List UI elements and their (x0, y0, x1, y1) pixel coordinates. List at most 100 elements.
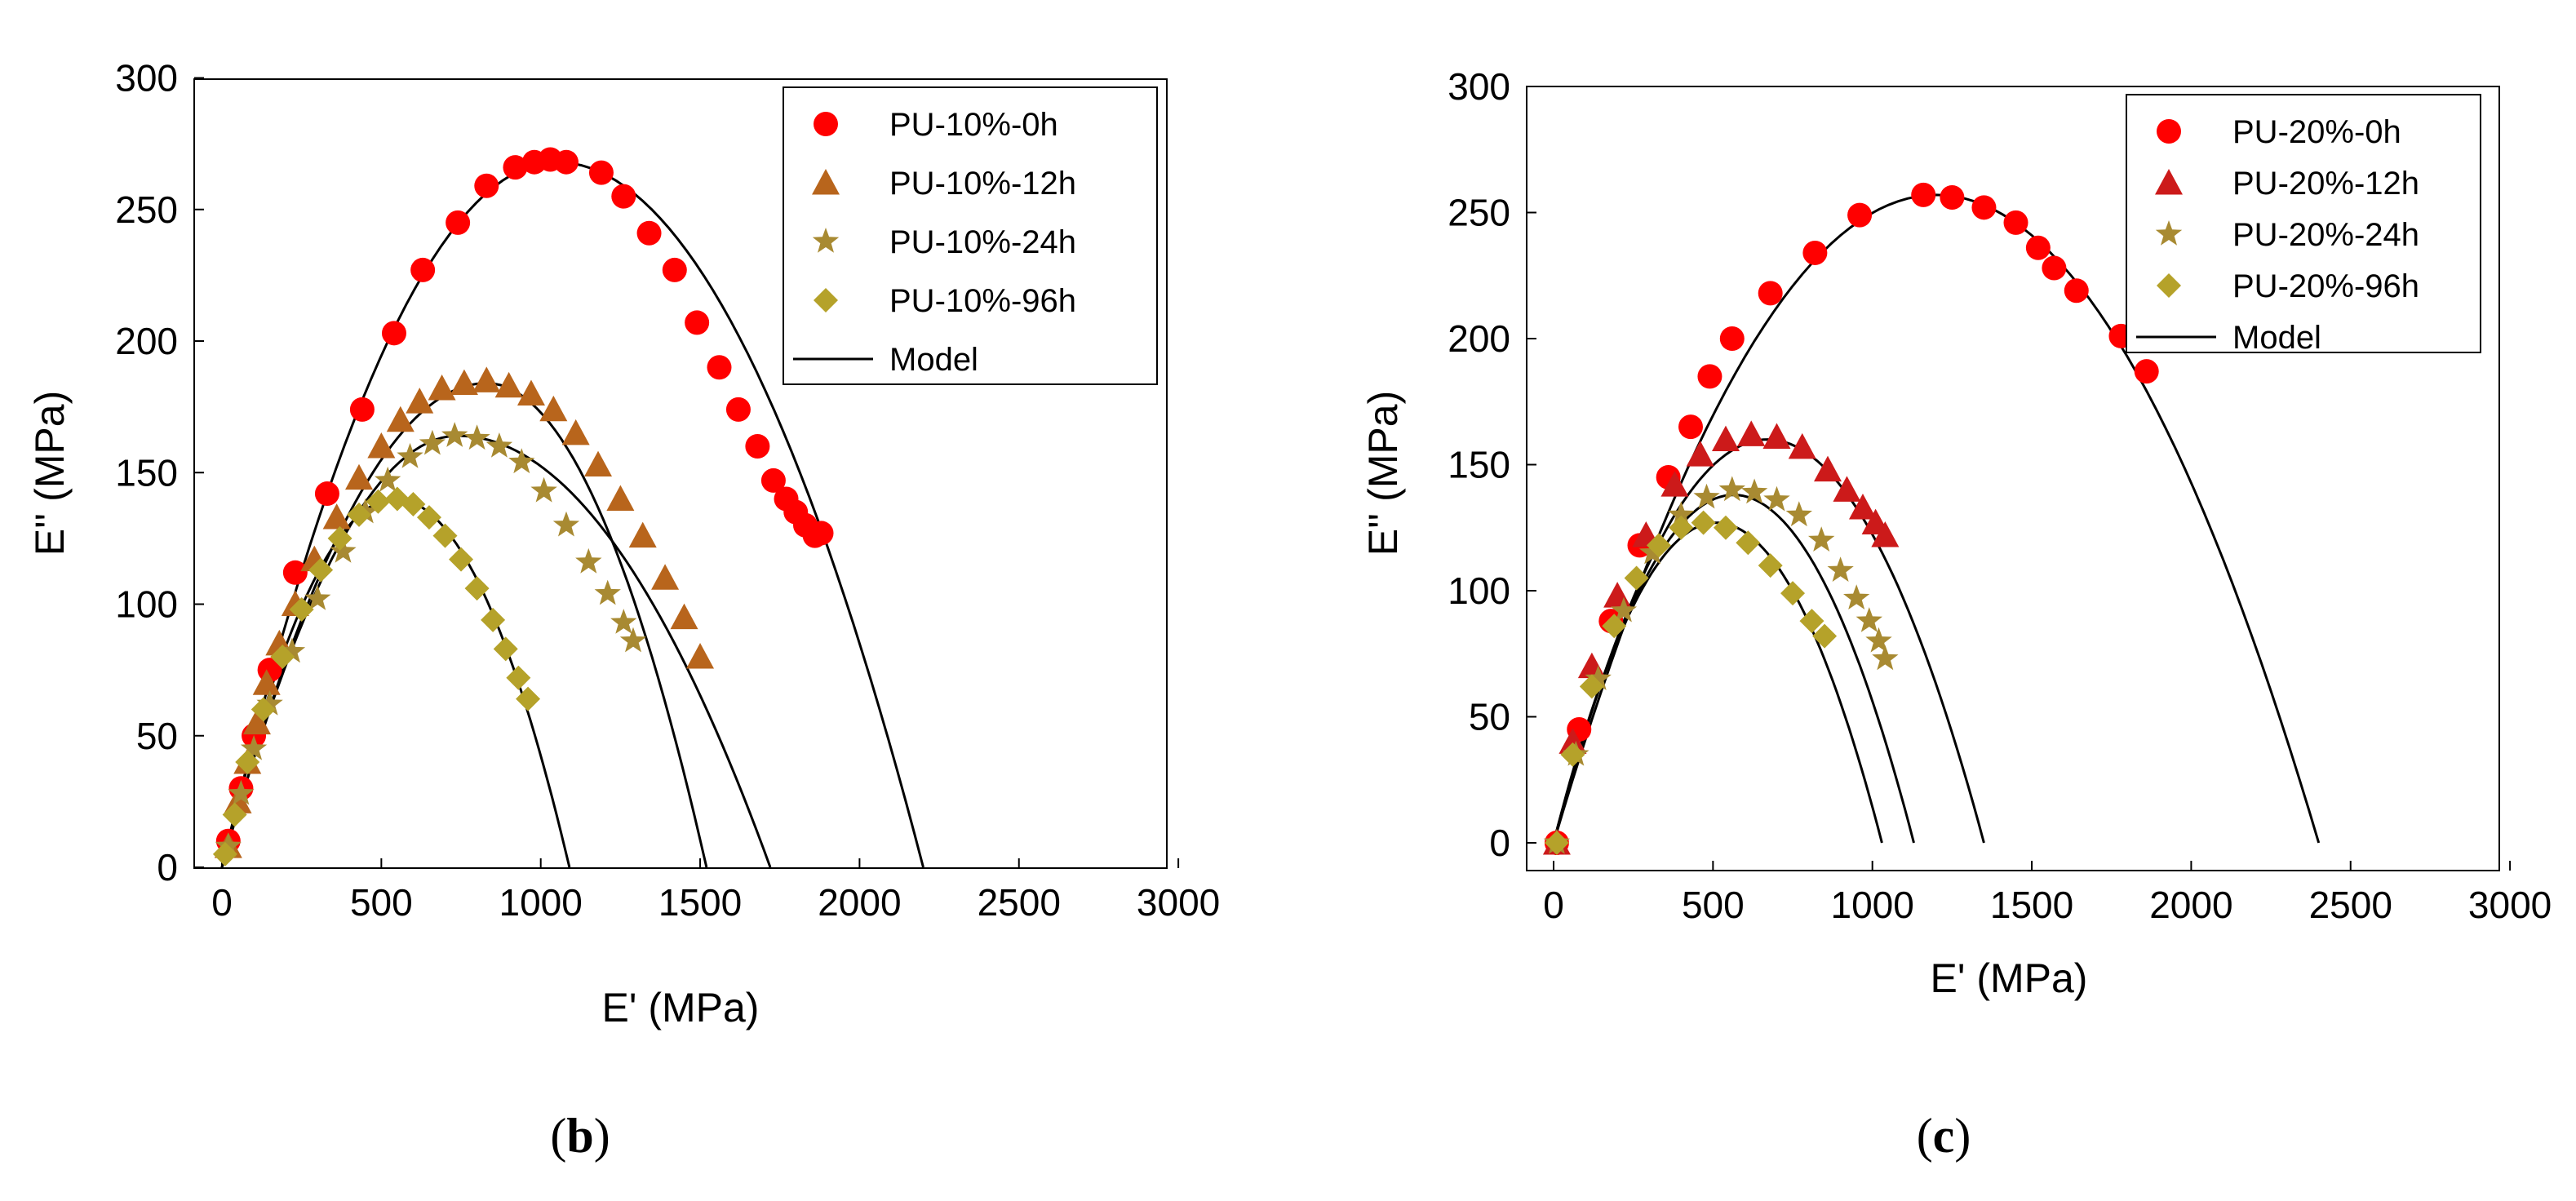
x-tick-label-b: 1000 (499, 881, 583, 924)
data-point-b-2 (594, 579, 621, 605)
data-point-b-2 (575, 547, 602, 574)
legend-label-b-1: PU-10%-12h (889, 166, 1076, 202)
data-point-c-0 (1678, 414, 1704, 440)
y-tick-label-c: 100 (1448, 569, 1510, 612)
legend-items-c: PU-20%-0h PU-20%-12h PU-20%-24h PU-20%-96h M… (2136, 114, 2419, 356)
data-point-b-3 (464, 576, 490, 601)
legend-marker-b-3 (814, 288, 838, 312)
data-point-b-0 (685, 310, 710, 335)
panel-label-c-open: ( (1917, 1109, 1933, 1163)
data-point-b-1 (428, 374, 456, 401)
data-point-c-0 (2042, 255, 2067, 281)
data-point-b-3 (347, 502, 372, 527)
data-point-c-2 (1585, 665, 1612, 690)
data-point-c-1 (1558, 728, 1587, 754)
data-point-b-0 (349, 397, 375, 422)
data-point-b-1 (628, 521, 657, 548)
data-point-b-2 (330, 538, 357, 563)
data-point-c-2 (1741, 478, 1768, 504)
legend-label-c-3: PU-20%-96h (2232, 268, 2419, 304)
x-tick-label-c: 1500 (1990, 884, 2073, 926)
panel-label-b-letter: b (566, 1109, 593, 1163)
data-point-c-3 (1602, 614, 1627, 639)
data-point-c-2 (1693, 483, 1720, 509)
y-tick-label-c: 200 (1448, 317, 1510, 360)
y-axis-label-c: E'' (MPa) (1360, 391, 1406, 556)
data-point-b-0 (474, 173, 499, 198)
data-point-c-3 (1812, 623, 1838, 649)
data-point-c-1 (1660, 471, 1689, 497)
data-point-c-3 (1579, 674, 1604, 699)
legend-model-label-c: Model (2232, 320, 2321, 356)
data-point-b-3 (366, 489, 391, 514)
data-point-c-3 (1758, 553, 1783, 578)
legend-label-b-3: PU-10%-96h (889, 283, 1076, 319)
plot-area-b (193, 78, 1168, 869)
y-tick-label-b: 100 (115, 583, 178, 626)
data-point-c-3 (1691, 510, 1716, 535)
x-tick-label-c: 1000 (1831, 884, 1914, 926)
data-point-b-1 (406, 388, 434, 414)
data-point-c-1 (1737, 420, 1766, 446)
data-point-c-1 (1871, 521, 1900, 547)
data-point-b-3 (481, 607, 506, 632)
data-point-c-3 (1646, 533, 1671, 558)
data-point-b-0 (611, 184, 636, 209)
data-points-c (1542, 182, 2159, 855)
data-point-c-2 (1827, 556, 1854, 582)
data-point-b-1 (494, 371, 523, 398)
x-tick-label-b: 2000 (818, 881, 901, 924)
data-point-b-2 (530, 476, 557, 503)
model-curve-c-2 (1552, 494, 1915, 844)
data-point-c-0 (2064, 278, 2089, 304)
data-point-b-1 (539, 395, 568, 422)
panel-label-b-close: ) (594, 1109, 610, 1163)
data-point-c-1 (1814, 455, 1842, 482)
data-point-b-1 (686, 643, 715, 669)
data-point-c-1 (1711, 425, 1740, 452)
data-point-b-0 (725, 397, 751, 422)
data-point-c-3 (1560, 742, 1585, 767)
data-point-b-1 (606, 485, 635, 511)
y-tick-label-b: 200 (115, 320, 178, 362)
panel-label-c: (c) (1917, 1109, 1971, 1163)
x-tick-label-b: 2500 (978, 881, 1061, 924)
data-point-c-3 (1780, 581, 1806, 606)
data-point-b-0 (410, 257, 436, 282)
data-point-b-3 (432, 523, 458, 548)
data-point-c-3 (1736, 530, 1761, 556)
data-point-b-0 (662, 257, 687, 282)
data-point-c-0 (2003, 210, 2028, 235)
data-point-b-2 (508, 448, 535, 474)
data-point-c-1 (1762, 423, 1791, 449)
data-point-b-2 (228, 779, 255, 805)
legend-marker-b-2 (812, 228, 840, 253)
legend-label-c-2: PU-20%-24h (2232, 217, 2419, 253)
legend-marker-b-0 (814, 112, 838, 136)
y-ticks-c: 0 50 100 150 200 250 300 (1448, 65, 1536, 864)
data-point-c-3 (1713, 515, 1738, 540)
y-ticks-b: 0 50 100 150 200 250 300 (115, 57, 204, 889)
legend-marker-c-2 (2155, 220, 2183, 246)
data-point-c-1 (1603, 582, 1632, 608)
model-curve-c-3 (1552, 521, 1883, 844)
data-point-b-3 (493, 636, 518, 662)
data-point-b-0 (314, 481, 339, 507)
legend-items-b: PU-10%-0h PU-10%-12h PU-10%-24h PU-10%-96h M… (793, 107, 1076, 378)
data-point-c-0 (1719, 326, 1745, 351)
data-point-c-0 (1697, 364, 1723, 389)
data-point-c-0 (1911, 182, 1936, 207)
data-point-b-0 (745, 434, 770, 459)
y-axis-label-b: E'' (MPa) (27, 391, 73, 556)
data-point-c-1 (1848, 494, 1877, 520)
data-point-b-0 (503, 155, 528, 180)
data-point-c-1 (1833, 476, 1861, 502)
y-tick-label-b: 50 (136, 715, 178, 757)
data-point-b-1 (517, 379, 545, 406)
data-point-b-2 (619, 627, 647, 653)
data-point-b-2 (240, 734, 268, 760)
data-point-b-3 (401, 491, 426, 516)
data-point-b-1 (345, 463, 374, 490)
data-point-c-2 (1865, 627, 1892, 653)
